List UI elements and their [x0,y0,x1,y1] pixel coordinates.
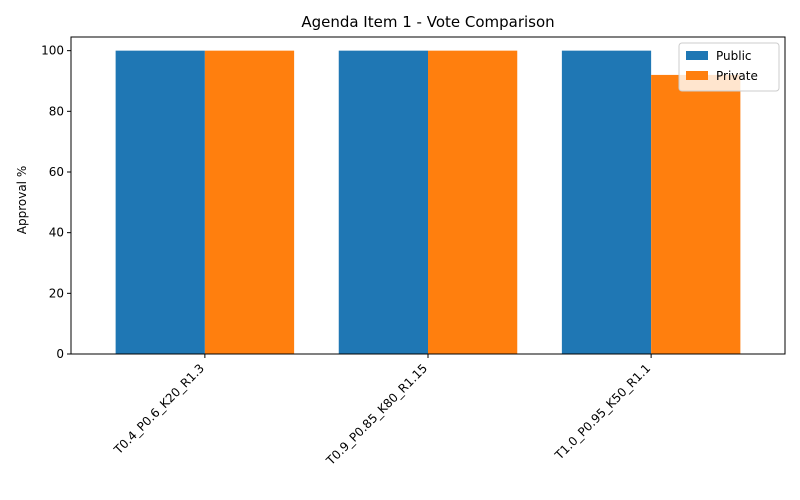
bars-group [115,50,741,354]
y-tick-label: 20 [49,286,64,300]
bar-public-2 [561,50,652,354]
y-axis-label: Approval % [15,166,29,234]
x-axis: T0.4_P0.6_K20_R1.3 T0.9_P0.85_K80_R1.15 T1… [111,354,653,468]
bar-public-0 [115,50,205,354]
legend-label-private: Private [716,69,758,83]
bar-private-1 [428,50,518,354]
y-tick-label: 0 [56,347,64,361]
bar-private-2 [651,74,741,354]
legend-label-public: Public [716,49,752,63]
legend-swatch-private [686,71,708,80]
x-tick-label: T0.4_P0.6_K20_R1.3 [111,361,207,457]
y-tick-label: 40 [49,226,64,240]
bar-private-0 [204,50,295,354]
y-tick-label: 100 [41,44,64,58]
y-tick-label: 60 [49,165,64,179]
x-tick-label: T0.9_P0.85_K80_R1.15 [323,361,430,468]
legend-swatch-public [686,51,708,60]
legend: Public Private [678,42,780,92]
chart-title: Agenda Item 1 - Vote Comparison [301,13,554,31]
y-axis: 0 20 40 60 80 100 [41,44,71,361]
bar-public-1 [338,50,428,354]
y-tick-label: 80 [49,104,64,118]
plot-frame [70,36,786,355]
x-tick-label: T1.0_P0.95_K50_R1.1 [551,361,653,463]
